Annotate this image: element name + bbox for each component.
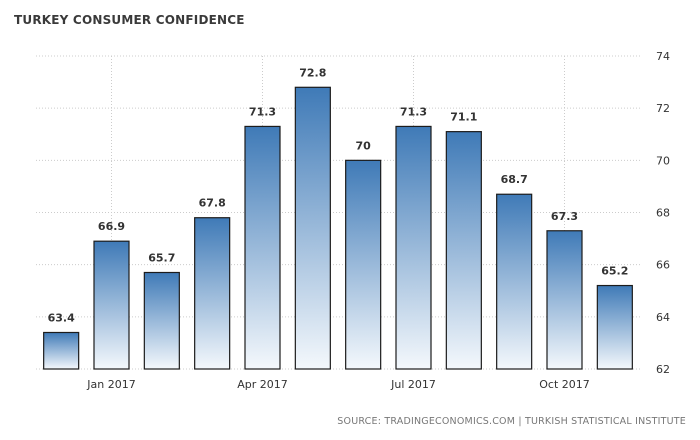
x-tick-label: Oct 2017 [539, 378, 590, 391]
source-note: SOURCE: TRADINGECONOMICS.COM | TURKISH S… [337, 416, 686, 427]
bar[interactable] [294, 86, 331, 370]
bar-value-label: 71.3 [400, 105, 427, 118]
x-tick-label: Apr 2017 [237, 378, 288, 391]
bar-value-label: 68.7 [501, 173, 528, 186]
bar-value-label: 72.8 [299, 66, 326, 79]
y-tick-label: 64 [656, 311, 670, 324]
y-tick-label: 62 [656, 363, 670, 376]
y-tick-label: 72 [656, 102, 670, 115]
bars [43, 86, 633, 370]
bar[interactable] [194, 217, 231, 370]
bar[interactable] [43, 331, 80, 370]
value-labels: 63.4 66.9 65.7 67.8 71.3 72.8 70 71.3 71.1 68.7 67… [48, 66, 629, 324]
x-tick-label: Jan 2017 [86, 378, 135, 391]
x-axis: Jan 2017 Apr 2017 Jul 2017 Oct 2017 [86, 378, 589, 391]
x-tick-label: Jul 2017 [390, 378, 436, 391]
bar[interactable] [395, 125, 432, 370]
bar[interactable] [596, 284, 633, 370]
bar[interactable] [143, 271, 180, 370]
chart-title: TURKEY CONSUMER CONFIDENCE [14, 13, 245, 27]
bar[interactable] [445, 131, 482, 370]
y-tick-label: 74 [656, 50, 670, 63]
y-tick-label: 68 [656, 207, 670, 220]
bar-value-label: 71.3 [249, 105, 276, 118]
y-tick-label: 70 [656, 154, 670, 167]
bar[interactable] [345, 159, 382, 370]
bar[interactable] [93, 240, 130, 370]
bar-value-label: 63.4 [48, 311, 75, 324]
y-tick-label: 66 [656, 259, 670, 272]
bar-value-label: 65.7 [148, 251, 175, 264]
bar-value-label: 65.2 [601, 265, 628, 278]
bar-value-label: 70 [356, 139, 372, 152]
bar-value-label: 66.9 [98, 220, 125, 233]
bar[interactable] [546, 230, 583, 370]
bar-value-label: 67.3 [551, 210, 578, 223]
y-axis: 62 64 66 68 70 72 74 [656, 50, 670, 376]
bar-value-label: 67.8 [199, 197, 226, 210]
bar[interactable] [496, 193, 533, 370]
bar-value-label: 71.1 [450, 111, 477, 124]
bar[interactable] [244, 125, 281, 370]
